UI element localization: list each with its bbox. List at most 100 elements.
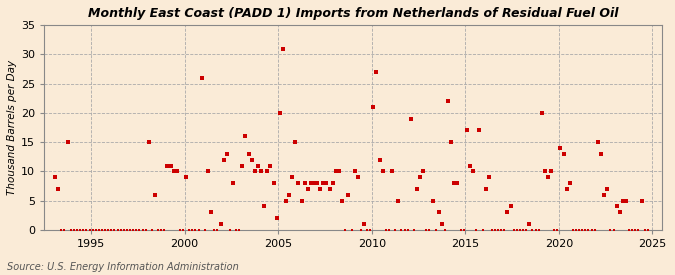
Point (543, 175, 554, 179)
Point (315, 187, 326, 191)
Point (643, 228, 653, 232)
Point (589, 228, 600, 232)
Point (240, 134, 251, 139)
Point (455, 228, 466, 232)
Point (539, 169, 550, 174)
Point (302, 187, 313, 191)
Point (608, 228, 619, 232)
Point (431, 228, 441, 232)
Point (143, 140, 154, 144)
Point (312, 181, 323, 185)
Point (356, 228, 367, 232)
Point (533, 228, 544, 232)
Point (50, 175, 61, 179)
Point (555, 146, 566, 150)
Point (331, 169, 342, 174)
Point (340, 228, 350, 232)
Point (611, 204, 622, 209)
Point (181, 175, 192, 179)
Point (153, 228, 163, 232)
Point (496, 228, 507, 232)
Point (437, 222, 448, 226)
Point (508, 228, 519, 232)
Point (284, 192, 294, 197)
Point (524, 222, 535, 226)
Point (162, 163, 173, 168)
Point (402, 228, 413, 232)
Point (424, 228, 435, 232)
Point (558, 152, 569, 156)
Point (187, 228, 198, 232)
Point (593, 140, 603, 144)
Point (506, 204, 516, 209)
Point (249, 169, 260, 174)
Point (94, 228, 105, 232)
Point (134, 228, 144, 232)
Point (140, 228, 151, 232)
Point (518, 228, 529, 232)
Point (318, 181, 329, 185)
Point (218, 158, 229, 162)
Point (624, 228, 634, 232)
Point (514, 228, 525, 232)
Point (193, 228, 204, 232)
Point (296, 198, 307, 203)
Point (387, 169, 398, 174)
Point (427, 198, 438, 203)
Point (493, 228, 504, 232)
Y-axis label: Thousand Barrels per Day: Thousand Barrels per Day (7, 60, 17, 195)
Point (109, 228, 120, 232)
Point (196, 76, 207, 80)
Point (300, 181, 310, 185)
Point (587, 228, 597, 232)
Point (408, 228, 419, 232)
Point (168, 169, 179, 174)
Point (156, 228, 167, 232)
Point (530, 228, 541, 232)
Point (122, 228, 132, 232)
Point (393, 198, 404, 203)
Point (237, 163, 248, 168)
Point (512, 228, 522, 232)
Point (199, 228, 210, 232)
Point (477, 228, 488, 232)
Point (439, 228, 450, 232)
Point (324, 187, 335, 191)
Point (595, 152, 606, 156)
Point (165, 163, 176, 168)
Point (564, 181, 575, 185)
Point (389, 228, 400, 232)
Point (268, 181, 279, 185)
Point (128, 228, 138, 232)
Point (502, 210, 513, 214)
Point (470, 228, 481, 232)
Point (221, 152, 232, 156)
Point (190, 228, 201, 232)
Text: Source: U.S. Energy Information Administration: Source: U.S. Energy Information Administ… (7, 262, 238, 272)
Point (62, 140, 73, 144)
Point (418, 169, 429, 174)
Point (458, 228, 469, 232)
Point (627, 228, 638, 232)
Point (489, 228, 500, 232)
Point (449, 181, 460, 185)
Point (84, 228, 95, 232)
Point (527, 228, 538, 232)
Point (614, 210, 625, 214)
Point (414, 175, 425, 179)
Point (106, 228, 117, 232)
Point (56, 228, 67, 232)
Point (125, 228, 136, 232)
Point (159, 228, 170, 232)
Point (131, 228, 142, 232)
Point (256, 169, 267, 174)
Point (150, 192, 161, 197)
Point (421, 228, 432, 232)
Point (231, 228, 242, 232)
Point (184, 228, 194, 232)
Point (53, 187, 63, 191)
Point (115, 228, 126, 232)
Point (112, 228, 123, 232)
Point (446, 140, 457, 144)
Point (262, 169, 273, 174)
